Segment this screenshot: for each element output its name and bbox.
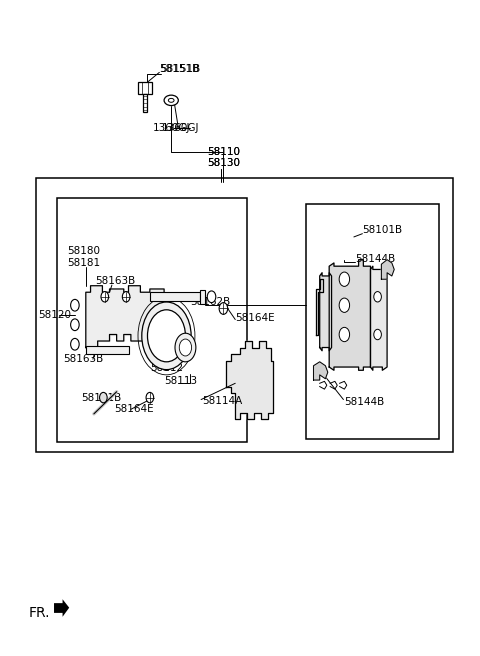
Circle shape: [179, 339, 192, 356]
Bar: [36, 178, 454, 451]
Polygon shape: [316, 279, 323, 335]
Text: FR.: FR.: [29, 606, 50, 620]
Polygon shape: [371, 264, 387, 370]
Polygon shape: [382, 260, 394, 279]
Bar: [57, 198, 247, 442]
Text: 58101B: 58101B: [362, 226, 403, 236]
Circle shape: [147, 310, 185, 362]
Text: 58120: 58120: [38, 310, 72, 320]
Text: 58164E: 58164E: [235, 313, 275, 323]
Text: 58110: 58110: [207, 147, 240, 157]
Text: 1360GJ: 1360GJ: [153, 123, 191, 133]
Text: 58180: 58180: [67, 246, 100, 256]
Circle shape: [339, 327, 349, 342]
Text: 58151B: 58151B: [160, 64, 201, 74]
Ellipse shape: [168, 98, 174, 102]
Text: 1360GJ: 1360GJ: [162, 123, 199, 133]
Bar: [200, 289, 205, 304]
Bar: [86, 346, 129, 354]
Circle shape: [339, 298, 349, 312]
Text: 58130: 58130: [207, 159, 240, 169]
Polygon shape: [54, 599, 69, 617]
Circle shape: [142, 302, 191, 369]
Circle shape: [71, 319, 79, 331]
Ellipse shape: [164, 95, 179, 106]
Polygon shape: [313, 362, 328, 380]
Circle shape: [99, 392, 107, 403]
Circle shape: [146, 392, 154, 403]
Circle shape: [207, 291, 216, 302]
Circle shape: [339, 272, 349, 287]
Polygon shape: [226, 341, 273, 419]
Circle shape: [219, 302, 228, 314]
Bar: [143, 94, 147, 112]
Circle shape: [175, 333, 196, 362]
Text: 58151B: 58151B: [159, 64, 200, 74]
Text: 58144B: 58144B: [355, 254, 395, 264]
Circle shape: [71, 299, 79, 311]
Text: 58112: 58112: [150, 363, 183, 373]
Circle shape: [374, 291, 382, 302]
Polygon shape: [329, 260, 371, 370]
Text: 58114A: 58114A: [202, 396, 242, 406]
Text: 58110: 58110: [207, 147, 240, 157]
Text: 58163B: 58163B: [96, 276, 135, 286]
Text: 58163B: 58163B: [63, 354, 104, 364]
Bar: [138, 82, 152, 94]
Text: 58164E: 58164E: [114, 404, 154, 415]
Text: 58181: 58181: [67, 258, 100, 268]
Polygon shape: [320, 273, 332, 351]
Circle shape: [374, 329, 382, 340]
Circle shape: [71, 338, 79, 350]
Text: 58130: 58130: [207, 159, 240, 169]
Bar: [306, 205, 439, 439]
Text: 58113: 58113: [164, 377, 197, 386]
Polygon shape: [86, 286, 169, 353]
Text: 58144B: 58144B: [344, 396, 384, 407]
Circle shape: [122, 291, 130, 302]
Text: 58162B: 58162B: [190, 297, 230, 307]
Circle shape: [101, 291, 108, 302]
Text: 58161B: 58161B: [81, 393, 121, 403]
Bar: [150, 292, 200, 301]
